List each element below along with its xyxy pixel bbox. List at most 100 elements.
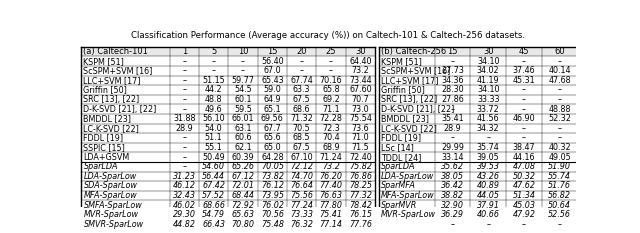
- Text: 67.42: 67.42: [202, 182, 225, 190]
- Text: 30: 30: [355, 47, 365, 56]
- Text: 77.80: 77.80: [319, 201, 342, 210]
- Text: 34.02: 34.02: [477, 66, 500, 75]
- Text: –: –: [522, 124, 526, 133]
- Text: 28.9: 28.9: [175, 124, 193, 133]
- Text: 77.32: 77.32: [349, 191, 372, 200]
- Text: 60.39: 60.39: [232, 153, 254, 162]
- Text: 64.40: 64.40: [349, 57, 372, 66]
- Text: 59.0: 59.0: [264, 86, 281, 95]
- Text: 38.47: 38.47: [513, 143, 535, 152]
- Text: 56.44: 56.44: [202, 172, 225, 181]
- Text: 29.99: 29.99: [441, 143, 464, 152]
- Text: 70.4: 70.4: [323, 134, 340, 143]
- Text: 47.62: 47.62: [513, 182, 536, 190]
- Text: 54.0: 54.0: [205, 124, 223, 133]
- Text: 67.5: 67.5: [293, 143, 310, 152]
- Text: 39.05: 39.05: [477, 153, 500, 162]
- Text: 72.3: 72.3: [322, 124, 340, 133]
- Text: 37.46: 37.46: [513, 66, 535, 75]
- Text: 38.82: 38.82: [441, 191, 464, 200]
- Text: 66.43: 66.43: [202, 220, 225, 229]
- Text: 65.8: 65.8: [323, 86, 340, 95]
- Text: 35.74: 35.74: [477, 143, 500, 152]
- Text: 38.05: 38.05: [441, 172, 464, 181]
- Text: 72.01: 72.01: [232, 182, 255, 190]
- Text: –: –: [522, 86, 526, 95]
- Text: SparLDA: SparLDA: [83, 162, 118, 171]
- Text: 43.26: 43.26: [477, 172, 500, 181]
- Text: –: –: [522, 105, 526, 114]
- Text: 40.14: 40.14: [548, 66, 571, 75]
- Text: 75.54: 75.54: [349, 114, 372, 123]
- Text: 40.66: 40.66: [477, 210, 500, 219]
- Text: 44.05: 44.05: [477, 191, 500, 200]
- Text: –: –: [557, 57, 562, 66]
- Text: 67.74: 67.74: [291, 76, 313, 85]
- Text: 69.56: 69.56: [261, 114, 284, 123]
- Text: FDDL [19]: FDDL [19]: [381, 134, 421, 143]
- Text: 34.10: 34.10: [477, 86, 499, 95]
- Text: BMDDL [23]: BMDDL [23]: [83, 114, 131, 123]
- Text: 65.43: 65.43: [261, 76, 284, 85]
- Text: BMDDL [23]: BMDDL [23]: [381, 114, 429, 123]
- Text: 72.40: 72.40: [349, 153, 372, 162]
- Text: SMFA-SparLow: SMFA-SparLow: [83, 201, 142, 210]
- Text: 20: 20: [296, 47, 307, 56]
- Text: –: –: [182, 76, 186, 85]
- Text: 33.33: 33.33: [477, 95, 499, 104]
- Text: 71.1: 71.1: [323, 105, 340, 114]
- Text: 10: 10: [237, 47, 248, 56]
- Text: 73.0: 73.0: [351, 105, 369, 114]
- Text: 47.08: 47.08: [513, 162, 536, 171]
- Text: 48.88: 48.88: [548, 105, 571, 114]
- Text: 76.02: 76.02: [261, 201, 284, 210]
- Text: –: –: [182, 86, 186, 95]
- Text: 73.82: 73.82: [261, 172, 284, 181]
- Text: 67.60: 67.60: [349, 86, 372, 95]
- Text: 67.12: 67.12: [232, 172, 255, 181]
- Text: 47.68: 47.68: [548, 76, 571, 85]
- Text: 29.30: 29.30: [173, 210, 196, 219]
- Text: 74.70: 74.70: [290, 172, 313, 181]
- Text: 40.32: 40.32: [548, 143, 571, 152]
- Text: –: –: [329, 57, 333, 66]
- Text: 77.40: 77.40: [319, 182, 342, 190]
- Text: 41.56: 41.56: [477, 114, 500, 123]
- Text: 44.16: 44.16: [513, 153, 535, 162]
- Text: 50.49: 50.49: [202, 153, 225, 162]
- Text: 25: 25: [326, 47, 337, 56]
- Text: 73.44: 73.44: [349, 76, 372, 85]
- Text: –: –: [522, 134, 526, 143]
- Text: (a) Caltech-101: (a) Caltech-101: [83, 47, 148, 56]
- Text: 46.90: 46.90: [513, 114, 535, 123]
- Text: 62.1: 62.1: [234, 143, 252, 152]
- Text: –: –: [300, 57, 304, 66]
- Text: –: –: [182, 153, 186, 162]
- Text: 36.29: 36.29: [441, 210, 464, 219]
- Text: 49.05: 49.05: [548, 153, 571, 162]
- Text: 45.31: 45.31: [513, 76, 535, 85]
- Text: 70.05: 70.05: [261, 162, 284, 171]
- Text: 56.40: 56.40: [261, 57, 284, 66]
- Text: 73.6: 73.6: [351, 124, 369, 133]
- Text: SRC [13], [22]: SRC [13], [22]: [83, 95, 140, 104]
- Text: 71.0: 71.0: [351, 134, 369, 143]
- Text: 70.5: 70.5: [293, 124, 310, 133]
- Text: 5: 5: [211, 47, 216, 56]
- Text: 68.5: 68.5: [293, 134, 310, 143]
- Text: 67.0: 67.0: [264, 66, 281, 75]
- Text: 28.30: 28.30: [441, 86, 464, 95]
- Text: 78.42: 78.42: [349, 201, 372, 210]
- Text: 78.25: 78.25: [349, 182, 372, 190]
- Text: 15: 15: [447, 47, 458, 56]
- Text: KSPM [51]: KSPM [51]: [381, 57, 422, 66]
- Text: –: –: [557, 95, 562, 104]
- Text: 34.32: 34.32: [477, 124, 500, 133]
- Text: –: –: [182, 134, 186, 143]
- Text: 55.74: 55.74: [548, 172, 571, 181]
- Text: TDDL [24]: TDDL [24]: [381, 153, 422, 162]
- Text: D-K-SVD [21], [22]: D-K-SVD [21], [22]: [381, 105, 454, 114]
- Text: 32.90: 32.90: [441, 201, 464, 210]
- Text: LLC+SVM [17]: LLC+SVM [17]: [83, 76, 141, 85]
- Text: 68.44: 68.44: [232, 191, 255, 200]
